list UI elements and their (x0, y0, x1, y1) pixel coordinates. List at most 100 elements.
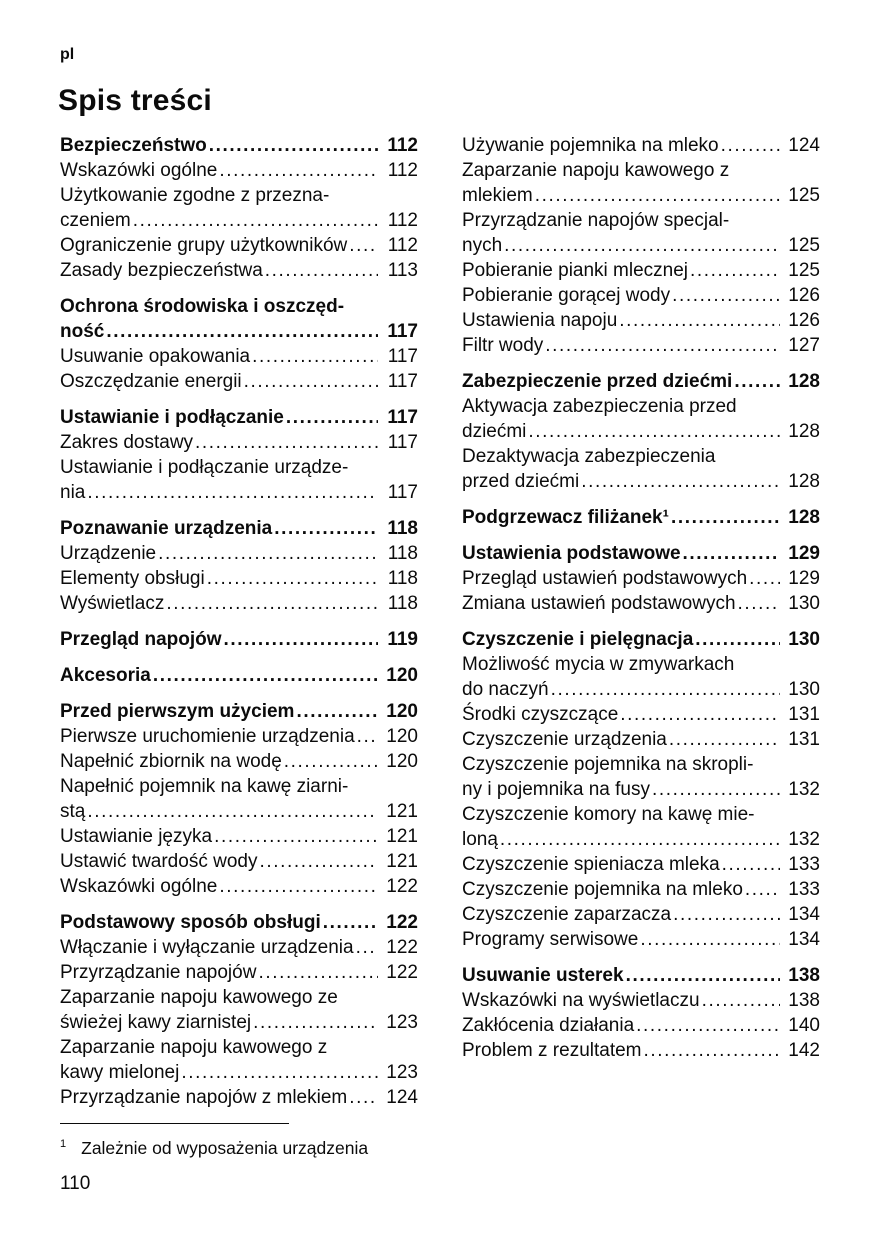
toc-entry-page: 112 (387, 235, 418, 256)
dot-leader (164, 591, 378, 616)
toc-entry-last-line: Ustawianie języka 121 (60, 824, 418, 849)
toc-section-header: Czyszczenie i pielęgnacja 130 (462, 627, 820, 652)
toc-entry-last-line: ny i pojemnika na fusy 132 (462, 777, 820, 802)
toc-entry-page: 140 (788, 1015, 820, 1036)
dot-leader (543, 333, 780, 358)
toc-entry: Możliwość mycia w zmywarkach do naczyń 130 (462, 652, 820, 702)
toc-entry-last-line: Usuwanie usterek 138 (462, 963, 820, 988)
toc-entry-last-line: Podgrzewacz filiżanek¹ 128 (462, 505, 820, 530)
toc-entry: Czyszczenie pojemnika na mleko 133 (462, 877, 820, 902)
dot-leader (321, 910, 378, 935)
toc-entry: Usuwanie opakowania 117 (60, 344, 418, 369)
toc-entry-text: przed dziećmi (462, 471, 580, 492)
dot-leader (242, 369, 378, 394)
footnote-divider (60, 1123, 289, 1124)
toc-entry: Czyszczenie zaparzacza 134 (462, 902, 820, 927)
toc-section-header: Podstawowy sposób obsługi 122 (60, 910, 418, 935)
toc-entry-page: 138 (788, 965, 820, 986)
toc-entry-page: 133 (788, 879, 820, 900)
toc-section-header: Ustawienia podstawowe 129 (462, 541, 820, 566)
toc-section: Usuwanie usterek138Wskazówki na wyświetl… (462, 963, 820, 1063)
toc-entry-last-line: przed dziećmi 128 (462, 469, 820, 494)
dot-leader (693, 627, 780, 652)
toc-section: Podgrzewacz filiżanek¹ 128 (462, 505, 820, 530)
toc-entry-last-line: loną 132 (462, 827, 820, 852)
toc-entry-page: 134 (788, 904, 820, 925)
toc-entry-text: Środki czyszczące (462, 704, 619, 725)
dot-leader (347, 233, 378, 258)
toc-entry-last-line: Zabezpieczenie przed dziećmi 128 (462, 369, 820, 394)
toc-entry-page: 128 (788, 507, 820, 528)
toc-entry-page: 126 (788, 285, 820, 306)
dot-leader (294, 699, 378, 724)
toc-entry-last-line: Ustawić twardość wody 121 (60, 849, 418, 874)
toc-entry-text: Elementy obsługi (60, 568, 205, 589)
toc-entry-last-line: Czyszczenie zaparzacza 134 (462, 902, 820, 927)
toc-entry-text: czeniem (60, 210, 131, 231)
toc-entry-last-line: Przyrządzanie napojów z mlekiem 124 (60, 1085, 418, 1110)
toc-entry-text: Urządzenie (60, 543, 157, 564)
dot-leader (272, 516, 378, 541)
toc-entry-page: 112 (387, 210, 418, 231)
toc-entry-page: 118 (387, 518, 418, 539)
toc-entry-text: Zakres dostawy (60, 432, 194, 453)
toc-entry: Wskazówki na wyświetlaczu 138 (462, 988, 820, 1013)
toc-entry-last-line: Ustawianie i podłączanie 117 (60, 405, 418, 430)
toc-entry-last-line: Usuwanie opakowania 117 (60, 344, 418, 369)
toc-entry: Czyszczenie urządzenia 131 (462, 727, 820, 752)
toc-entry-last-line: Wyświetlacz 118 (60, 591, 418, 616)
toc-entry-text: Ustawić twardość wody (60, 851, 258, 872)
toc-entry: Zaparzanie napoju kawowego ze świeżej kaw… (60, 985, 418, 1035)
dot-leader (257, 849, 378, 874)
dot-leader (282, 749, 378, 774)
dot-leader (498, 827, 780, 852)
toc-section: Przed pierwszym użyciem120Pierwsze uruch… (60, 699, 418, 899)
toc-section-header: Zabezpieczenie przed dziećmi 128 (462, 369, 820, 394)
toc-section: Przegląd napojów 119 (60, 627, 418, 652)
toc-entry-text: stą (60, 801, 86, 822)
toc-entry-last-line: Zmiana ustawień podstawowych 130 (462, 591, 820, 616)
toc-entry-page: 128 (788, 471, 820, 492)
toc-entry-text: Czyszczenie urządzenia (462, 729, 667, 750)
toc-entry-page: 117 (387, 432, 418, 453)
toc-entry: Zaparzanie napoju kawowego z kawy mielone… (60, 1035, 418, 1085)
footnote-marker: 1 (60, 1138, 67, 1150)
footnote: 1 Zależnie od wyposażenia urządzenia (60, 1133, 368, 1159)
toc-section: Poznawanie urządzenia118Urządzenie118Ele… (60, 516, 418, 616)
toc-entry-text: Przegląd napojów (60, 629, 222, 650)
toc-entry-text: nia (60, 482, 86, 503)
toc-entry: Ograniczenie grupy użytkowników 112 (60, 233, 418, 258)
toc-entry-text: Przyrządzanie napojów z mlekiem (60, 1087, 348, 1108)
toc-entry-page: 125 (788, 260, 820, 281)
toc-entry: Napełnić zbiornik na wodę 120 (60, 749, 418, 774)
toc-entry-page: 125 (788, 235, 820, 256)
toc-entry-page: 117 (387, 407, 418, 428)
toc-entry-last-line: Czyszczenie urządzenia 131 (462, 727, 820, 752)
toc-entry-page: 120 (386, 665, 418, 686)
toc-entry: Aktywacja zabezpieczenia przed dziećmi 128 (462, 394, 820, 444)
dot-leader (131, 208, 378, 233)
toc-section: Ochrona środowiska i oszczęd-ność117Usuw… (60, 294, 418, 394)
dot-leader (624, 963, 780, 988)
toc-entry-page: 131 (788, 704, 820, 725)
toc-entry-page: 130 (788, 593, 820, 614)
toc-entry-page: 124 (788, 135, 820, 156)
toc-section: Podstawowy sposób obsługi122Włączanie i … (60, 910, 418, 1110)
toc-entry-page: 122 (386, 876, 418, 897)
toc-entry: Czyszczenie pojemnika na skropli-ny i po… (462, 752, 820, 802)
dot-leader (156, 541, 378, 566)
toc-entry: Zasady bezpieczeństwa 113 (60, 258, 418, 283)
dot-leader (354, 935, 378, 960)
toc-entry-text: Zmiana ustawień podstawowych (462, 593, 736, 614)
toc-entry-line: Dezaktywacja zabezpieczenia (462, 446, 716, 467)
toc-entry-text: Zabezpieczenie przed dziećmi (462, 371, 733, 392)
toc-entry-line: Użytkowanie zgodne z przezna- (60, 185, 330, 206)
toc-entry-page: 121 (386, 826, 418, 847)
toc-entry: Pobieranie gorącej wody 126 (462, 283, 820, 308)
dot-leader (205, 566, 378, 591)
dot-leader (732, 369, 780, 394)
toc-entry-text: loną (462, 829, 498, 850)
toc-entry-text: Wskazówki na wyświetlaczu (462, 990, 700, 1011)
dot-leader (250, 344, 378, 369)
toc-entry-text: Pobieranie pianki mlecznej (462, 260, 689, 281)
